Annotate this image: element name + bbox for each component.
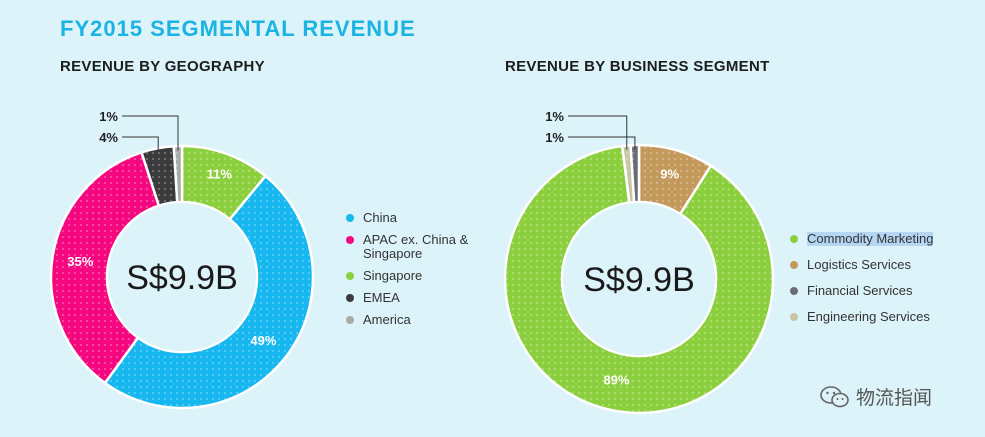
- geography-donut: S$9.9B 11% 49% 35% 4% 1%: [49, 109, 315, 410]
- slice-financial-services-texture: [630, 145, 639, 203]
- segment-legend: Commodity Marketing Logistics Services Fin…: [790, 232, 980, 336]
- legend-label: APAC ex. China & Singapore: [363, 232, 469, 261]
- watermark-text: 物流指闻: [856, 388, 933, 409]
- data-label-commodity-marketing: 89%: [604, 373, 630, 388]
- segment-chart-title: REVENUE BY BUSINESS SEGMENT: [505, 58, 770, 75]
- legend-swatch: [790, 235, 798, 243]
- donut-hole: [108, 203, 256, 351]
- legend-swatch: [346, 294, 354, 302]
- legend-item-america: America: [346, 313, 486, 327]
- data-label-engineering-services: 1%: [545, 109, 564, 124]
- segment-donut: S$9.9B 9% 89% 1% 1%: [503, 109, 775, 415]
- legend-item-singapore: Singapore: [346, 269, 486, 283]
- legend-swatch: [790, 287, 798, 295]
- data-label-emea: 4%: [99, 130, 118, 145]
- legend-label: Logistics Services: [807, 257, 912, 272]
- geography-chart-title: REVENUE BY GEOGRAPHY: [60, 58, 265, 75]
- slice-china-texture: [105, 176, 313, 408]
- legend-swatch: [346, 236, 354, 244]
- legend-swatch: [790, 313, 798, 321]
- legend-label: Engineering Services: [807, 309, 930, 324]
- geography-legend: China APAC ex. China & Singapore Singapore…: [346, 211, 486, 335]
- data-label-apac-ex-china-singapore: 35%: [67, 254, 93, 269]
- legend-item-commodity-marketing: Commodity Marketing: [790, 232, 980, 246]
- page-title: FY2015 SEGMENTAL REVENUE: [60, 16, 416, 41]
- data-label-singapore: 11%: [207, 167, 233, 182]
- legend-item-china: China: [346, 211, 486, 225]
- legend-swatch: [790, 261, 798, 269]
- legend-swatch: [346, 272, 354, 280]
- legend-item-logistics-services: Logistics Services: [790, 258, 980, 272]
- legend-label: China: [363, 210, 397, 225]
- callout-line-financial-services: [568, 136, 636, 150]
- data-label-logistics-services: 9%: [660, 166, 679, 181]
- watermark: 物流指闻: [820, 383, 932, 410]
- legend-label: Commodity Marketing: [807, 231, 934, 246]
- legend-item-apac-ex-china-singapore: APAC ex. China & Singapore: [346, 233, 486, 261]
- slice-america-texture: [173, 146, 182, 203]
- slice-apac-ex-china-singapore-texture: [50, 152, 159, 383]
- legend-item-financial-services: Financial Services: [790, 284, 980, 298]
- data-label-america: 1%: [99, 109, 118, 124]
- slice-emea-texture: [141, 146, 178, 206]
- callout-line-america: [122, 115, 179, 151]
- legend-label: America: [363, 312, 411, 327]
- legend-swatch: [346, 316, 354, 324]
- slice-commodity-marketing-texture: [504, 146, 773, 413]
- wechat-icon: [820, 385, 849, 407]
- donut-hole: [563, 203, 715, 355]
- legend-label: Financial Services: [807, 283, 913, 298]
- legend-item-emea: EMEA: [346, 291, 486, 305]
- legend-label: EMEA: [363, 290, 400, 305]
- center-total-label: S$9.9B: [583, 261, 695, 299]
- legend-item-engineering-services: Engineering Services: [790, 310, 980, 324]
- data-label-financial-services: 1%: [545, 130, 564, 145]
- callout-line-engineering-services: [568, 115, 628, 150]
- callout-line-emea: [122, 136, 159, 153]
- center-total-label: S$9.9B: [126, 259, 238, 297]
- data-label-china: 49%: [250, 333, 276, 348]
- slice-logistics-services-texture: [639, 145, 711, 214]
- legend-swatch: [346, 214, 354, 222]
- legend-label: Singapore: [363, 268, 423, 283]
